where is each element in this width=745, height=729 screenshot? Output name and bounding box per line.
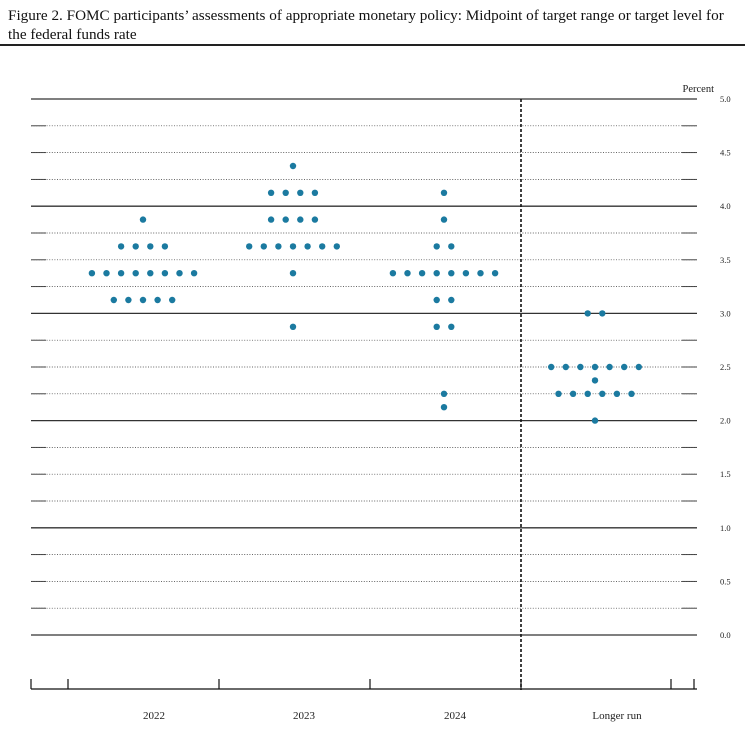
dot-point xyxy=(584,390,591,397)
dot-point xyxy=(628,390,635,397)
dot-point xyxy=(319,243,326,250)
dot-point xyxy=(491,270,499,277)
dot-point xyxy=(297,216,304,223)
title-rule xyxy=(0,44,745,46)
dot-point xyxy=(433,323,440,330)
y-tick-labels: 5.0 4.5 4.0 3.5 3.0 2.5 2.0 1.5 1.0 0.5 0.0 xyxy=(720,94,731,640)
dot-point xyxy=(161,270,169,277)
dot-point xyxy=(591,417,599,424)
dot-point xyxy=(117,243,125,250)
dot-point xyxy=(591,377,599,384)
dot-point xyxy=(462,270,470,277)
dot-point xyxy=(147,243,154,250)
dot-point xyxy=(433,296,440,304)
dot-point xyxy=(246,243,253,250)
dot-point xyxy=(282,189,289,196)
dot-point xyxy=(117,270,125,277)
x-category-label: Longer run xyxy=(592,710,642,722)
dot-point xyxy=(190,270,198,277)
dot-point xyxy=(418,270,426,277)
dot-point xyxy=(440,189,448,196)
dot-point xyxy=(304,243,311,250)
dot-point xyxy=(404,270,411,277)
figure-title: Figure 2. FOMC participants’ assessments… xyxy=(8,7,724,43)
y-tick-label: 0.0 xyxy=(720,630,731,640)
dot-point xyxy=(139,296,147,304)
dot-point xyxy=(289,270,297,277)
dot-point xyxy=(440,216,448,223)
dot-point xyxy=(289,323,297,330)
dot-point xyxy=(275,243,282,250)
dot-point xyxy=(635,363,642,371)
dot-point xyxy=(147,270,154,277)
x-category-label: 2023 xyxy=(293,710,316,722)
dot-point xyxy=(569,390,577,397)
dot-point xyxy=(110,296,118,304)
dot-point xyxy=(599,390,606,397)
dot-point xyxy=(591,363,599,371)
dot-point xyxy=(433,270,440,277)
dot-point xyxy=(88,270,96,277)
dot-point xyxy=(448,270,455,277)
y-tick-label: 2.0 xyxy=(720,416,731,426)
dot-point xyxy=(176,270,183,277)
dot-point xyxy=(169,296,176,304)
dot-point xyxy=(267,189,275,196)
dot-point xyxy=(260,243,267,250)
x-category-label: 2024 xyxy=(444,710,467,722)
dot-point xyxy=(599,310,606,317)
y-unit-label: Percent xyxy=(683,84,715,95)
dot-point xyxy=(311,216,319,223)
dots xyxy=(88,162,642,424)
y-tick-label: 1.0 xyxy=(720,523,731,533)
dot-point xyxy=(606,363,613,371)
dot-point xyxy=(311,189,319,196)
dot-point xyxy=(548,363,555,371)
dot-point xyxy=(440,390,448,397)
dot-point xyxy=(477,270,484,277)
dot-point xyxy=(154,296,161,304)
dot-point xyxy=(440,404,448,411)
y-tick-label: 4.5 xyxy=(720,148,731,158)
dot-point xyxy=(289,243,297,250)
dot-point xyxy=(621,363,628,371)
y-tick-label: 5.0 xyxy=(720,94,731,104)
dot-point xyxy=(297,189,304,196)
dot-point xyxy=(448,243,455,250)
dot-point xyxy=(555,390,562,397)
y-tick-label: 1.5 xyxy=(720,469,731,479)
dot-point xyxy=(448,296,455,304)
dot-point xyxy=(389,270,397,277)
dot-point xyxy=(132,243,139,250)
dot-point xyxy=(103,270,110,277)
dot-point xyxy=(333,243,340,250)
dot-point xyxy=(584,310,591,317)
y-tick-label: 0.5 xyxy=(720,576,731,586)
dot-point xyxy=(282,216,289,223)
dot-point xyxy=(125,296,132,304)
dot-point xyxy=(613,390,621,397)
y-tick-label: 4.0 xyxy=(720,201,731,211)
dot-point xyxy=(289,162,297,170)
dot-point xyxy=(267,216,275,223)
dot-point xyxy=(161,243,169,250)
x-category-labels: 2022 2023 2024 Longer run xyxy=(143,710,642,722)
dot-point xyxy=(433,243,440,250)
dot-point xyxy=(139,216,147,223)
y-tick-label: 3.0 xyxy=(720,308,731,318)
y-tick-label: 3.5 xyxy=(720,255,731,265)
y-tick-label: 2.5 xyxy=(720,362,731,372)
dot-point xyxy=(448,323,455,330)
x-category-label: 2022 xyxy=(143,710,165,722)
dot-point xyxy=(132,270,139,277)
x-axis xyxy=(30,679,697,690)
grid-lines xyxy=(31,98,697,636)
dot-point xyxy=(577,363,584,371)
dot-point xyxy=(562,363,569,371)
